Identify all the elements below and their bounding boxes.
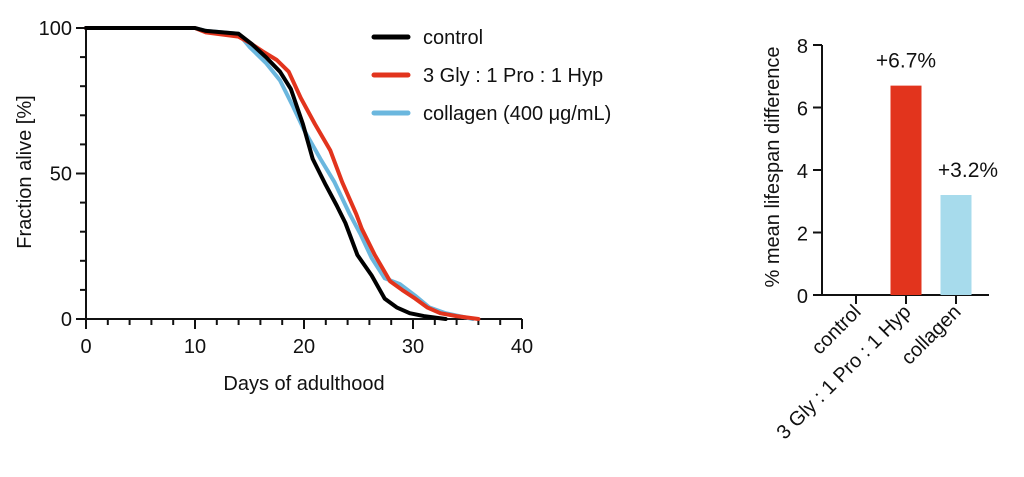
legend-label: collagen (400 μg/mL)	[423, 103, 611, 125]
legend-label: control	[423, 27, 483, 49]
legend-label: 3 Gly : 1 Pro : 1 Hyp	[423, 65, 603, 87]
x-tick-label: 20	[293, 336, 315, 358]
bar-chart-y-axis-title: % mean lifespan difference	[762, 47, 784, 288]
bar-chart-bars: +6.7% +3.2%	[876, 50, 998, 295]
bar-data-label: +3.2%	[938, 159, 998, 182]
bar-y-tick-label: 6	[797, 99, 808, 121]
y-tick-label: 100	[39, 18, 72, 40]
line-chart-y-axis-title: Fraction alive [%]	[14, 95, 36, 248]
line-chart-legend: control 3 Gly : 1 Pro : 1 Hyp collagen (40…	[371, 27, 611, 125]
y-tick-label: 50	[50, 164, 72, 186]
bar	[890, 85, 922, 295]
bar	[940, 195, 972, 295]
line-chart-axes: 0 10 20 30 40 0 50 100	[39, 18, 534, 358]
x-tick-label: 40	[511, 336, 533, 358]
series-line-0	[84, 26, 448, 321]
x-tick-label: 0	[80, 336, 91, 358]
y-tick-label: 0	[61, 309, 72, 331]
bar-y-tick-label: 4	[797, 161, 808, 183]
survival-line-chart: 0 10 20 30 40 0 50 100 Days of adulthood Fracti…	[14, 18, 611, 395]
bar-data-label: +6.7%	[876, 50, 936, 73]
bar-y-tick-label: 2	[797, 224, 808, 246]
bar-y-tick-label: 0	[797, 286, 808, 308]
bar-y-tick-label: 8	[797, 36, 808, 58]
x-tick-label: 10	[184, 336, 206, 358]
x-tick-label: 30	[402, 336, 424, 358]
line-chart-x-axis-title: Days of adulthood	[223, 373, 384, 395]
line-chart-series	[84, 26, 481, 321]
